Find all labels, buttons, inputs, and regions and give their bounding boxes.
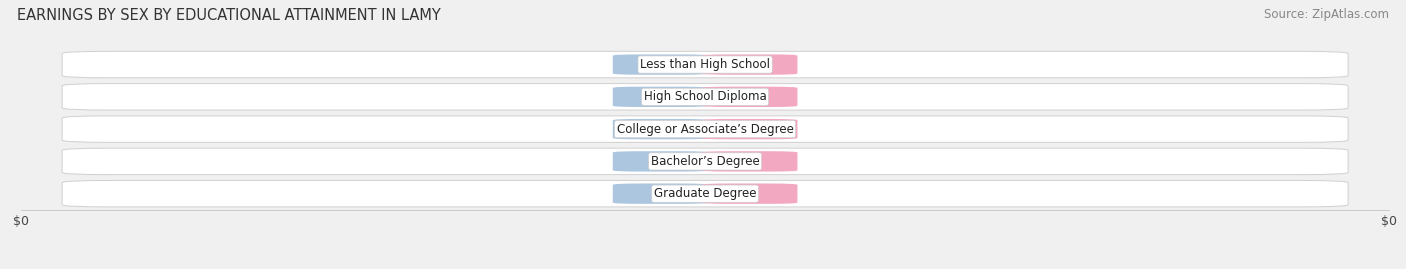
Text: $0: $0 [654, 124, 668, 134]
Text: $0: $0 [654, 59, 668, 70]
Text: High School Diploma: High School Diploma [644, 90, 766, 103]
Text: Less than High School: Less than High School [640, 58, 770, 71]
FancyBboxPatch shape [702, 183, 797, 204]
Text: $0: $0 [654, 92, 668, 102]
FancyBboxPatch shape [702, 87, 797, 107]
FancyBboxPatch shape [702, 54, 797, 75]
Text: $0: $0 [742, 59, 756, 70]
Text: $0: $0 [742, 124, 756, 134]
FancyBboxPatch shape [702, 119, 797, 139]
Text: $0: $0 [654, 189, 668, 199]
FancyBboxPatch shape [613, 54, 709, 75]
FancyBboxPatch shape [62, 148, 1348, 175]
FancyBboxPatch shape [613, 183, 709, 204]
Text: $0: $0 [742, 156, 756, 167]
Text: $0: $0 [742, 92, 756, 102]
Text: Graduate Degree: Graduate Degree [654, 187, 756, 200]
FancyBboxPatch shape [613, 119, 709, 139]
FancyBboxPatch shape [702, 151, 797, 172]
FancyBboxPatch shape [613, 87, 709, 107]
Text: $0: $0 [742, 189, 756, 199]
Text: EARNINGS BY SEX BY EDUCATIONAL ATTAINMENT IN LAMY: EARNINGS BY SEX BY EDUCATIONAL ATTAINMEN… [17, 8, 440, 23]
Text: $0: $0 [654, 156, 668, 167]
FancyBboxPatch shape [62, 84, 1348, 110]
FancyBboxPatch shape [62, 116, 1348, 142]
Text: Bachelor’s Degree: Bachelor’s Degree [651, 155, 759, 168]
FancyBboxPatch shape [62, 51, 1348, 78]
FancyBboxPatch shape [613, 151, 709, 172]
Text: College or Associate’s Degree: College or Associate’s Degree [617, 123, 793, 136]
Legend: Male, Female: Male, Female [641, 264, 769, 269]
FancyBboxPatch shape [62, 180, 1348, 207]
Text: Source: ZipAtlas.com: Source: ZipAtlas.com [1264, 8, 1389, 21]
